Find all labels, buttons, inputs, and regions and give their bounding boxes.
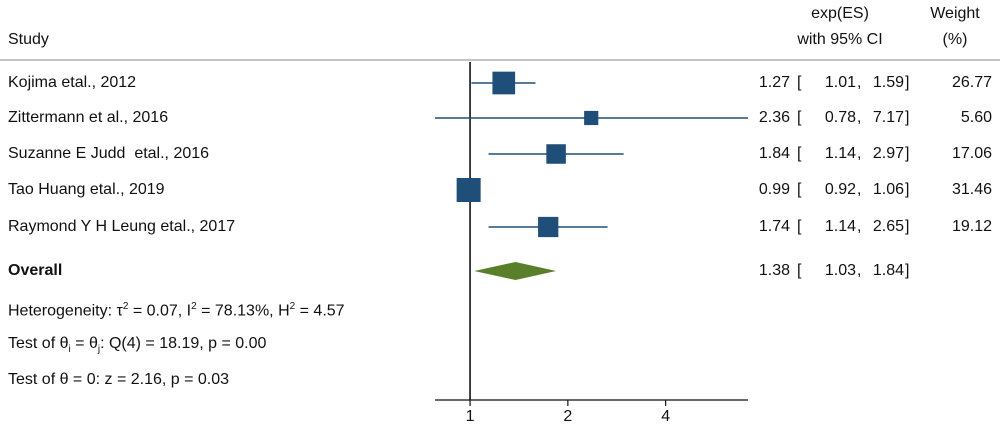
study-es-value-4: 0.99	[758, 181, 790, 198]
study-weight-4: 31.46	[951, 181, 992, 198]
study-ci-upper-1: 1.59	[872, 74, 904, 91]
study-ci-close-3: ]	[905, 145, 910, 162]
study-ci-comma-4: ,	[857, 181, 862, 198]
study-ci-lower-2: 0.78	[824, 109, 856, 126]
study-ci-lower-5: 1.14	[824, 218, 856, 235]
x-tick-label-1: 1	[465, 408, 475, 425]
weight-column-header-line2: (%)	[942, 31, 968, 48]
study-es-value-2: 2.36	[758, 109, 790, 126]
effect-marker-study-5	[538, 216, 559, 238]
overall-es-value: 1.38	[758, 262, 790, 279]
x-tick-label-4: 4	[661, 408, 671, 425]
study-ci-comma-3: ,	[857, 145, 862, 162]
study-es-value-1: 1.27	[758, 74, 790, 91]
study-ci-lower-4: 0.92	[824, 181, 856, 198]
overall-ci-lower: 1.03	[824, 262, 856, 279]
study-weight-2: 5.60	[960, 109, 992, 126]
study-ci-comma-1: ,	[857, 74, 862, 91]
study-ci-upper-5: 2.65	[872, 218, 904, 235]
study-ci-open-5: [	[797, 218, 802, 235]
es-column-header-line1: exp(ES)	[811, 5, 869, 22]
study-label-3: Suzanne E Judd etal., 2016	[8, 145, 210, 162]
study-ci-lower-3: 1.14	[824, 145, 856, 162]
es-column-header-line2: with 95% CI	[797, 31, 883, 48]
study-ci-upper-3: 2.97	[872, 145, 904, 162]
study-weight-5: 19.12	[951, 218, 992, 235]
weight-column-header-line1: Weight	[930, 5, 980, 22]
study-ci-close-1: ]	[905, 74, 910, 91]
study-ci-lower-1: 1.01	[824, 74, 856, 91]
study-label-5: Raymond Y H Leung etal., 2017	[8, 218, 236, 235]
study-ci-comma-2: ,	[857, 109, 862, 126]
study-es-value-3: 1.84	[758, 145, 790, 162]
x-tick-label-2: 2	[563, 408, 573, 425]
study-ci-open-3: [	[797, 145, 802, 162]
overall-ci-close: ]	[905, 262, 910, 279]
study-weight-1: 26.77	[951, 74, 992, 91]
study-es-value-5: 1.74	[758, 218, 790, 235]
test-equal-effects: Test of θi = θj: Q(4) = 18.19, p = 0.00	[8, 335, 267, 356]
study-ci-close-2: ]	[905, 109, 910, 126]
study-ci-upper-2: 7.17	[872, 109, 904, 126]
heterogeneity-stats: Heterogeneity: τ2 = 0.07, I2 = 78.13%, H…	[8, 301, 345, 320]
study-ci-open-4: [	[797, 181, 802, 198]
study-ci-close-4: ]	[905, 181, 910, 198]
study-ci-open-1: [	[797, 74, 802, 91]
study-column-header: Study	[8, 31, 49, 48]
study-ci-close-5: ]	[905, 218, 910, 235]
study-ci-upper-4: 1.06	[872, 181, 904, 198]
study-label-2: Zittermann et al., 2016	[8, 109, 169, 126]
effect-marker-study-3	[546, 144, 566, 164]
test-zero-effect: Test of θ = 0: z = 2.16, p = 0.03	[8, 371, 230, 388]
study-label-4: Tao Huang etal., 2019	[8, 181, 165, 198]
overall-ci-upper: 1.84	[872, 262, 904, 279]
effect-marker-study-1	[492, 71, 516, 95]
effect-marker-study-2	[584, 110, 599, 126]
study-ci-comma-5: ,	[857, 218, 862, 235]
overall-label: Overall	[8, 262, 63, 279]
overall-diamond	[474, 262, 557, 280]
study-label-1: Kojima etal., 2012	[8, 74, 137, 91]
study-ci-open-2: [	[797, 109, 802, 126]
overall-ci-comma: ,	[857, 262, 862, 279]
study-weight-3: 17.06	[951, 145, 992, 162]
effect-marker-study-4	[456, 178, 481, 202]
overall-ci-open: [	[797, 262, 802, 279]
